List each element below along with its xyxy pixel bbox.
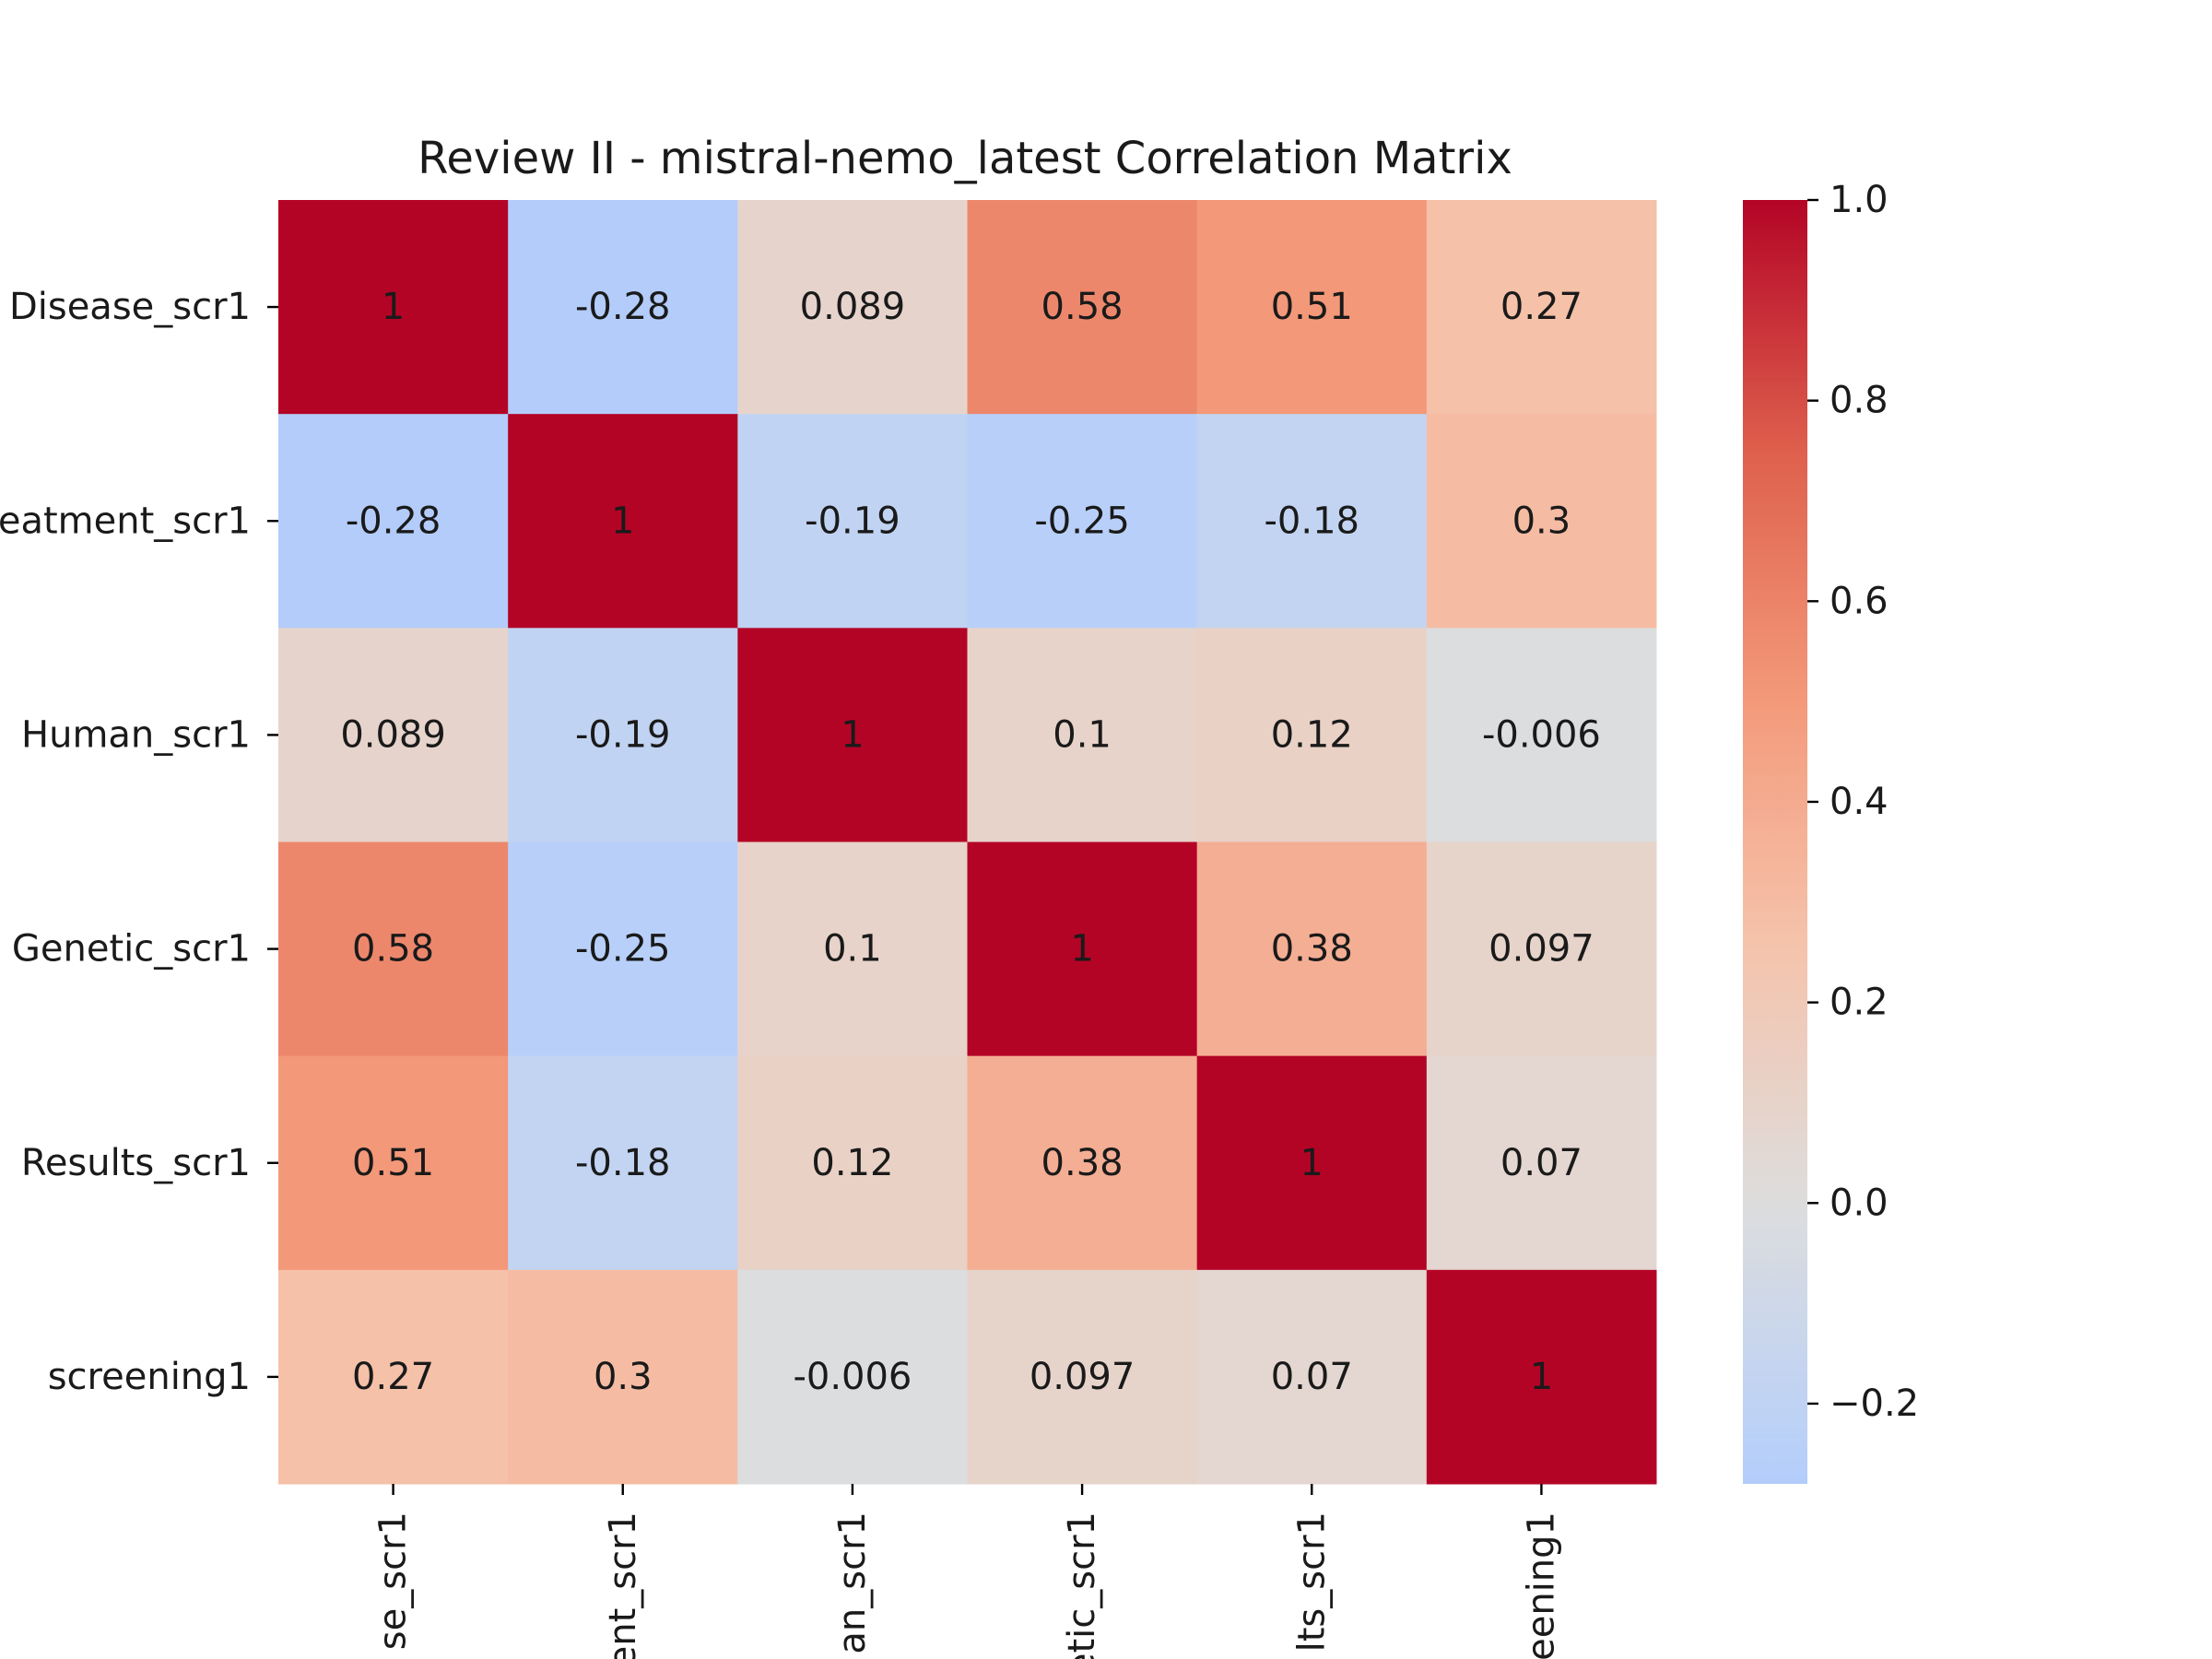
row-tick-label: screening1 [48,1356,251,1398]
heatmap-cell [967,1269,1198,1485]
heatmap-cell [737,1055,968,1271]
row-axis: Disease_scr1 eatment_scr1 Human_scr1 Geneti… [0,286,278,1398]
heatmap-cell [508,1055,738,1271]
heatmap-cell [508,200,738,415]
cell-value-label: 0.097 [1030,1356,1135,1398]
cell-value-label: 0.3 [594,1356,653,1398]
colorbar-tick-label: 0.4 [1830,781,1888,823]
row-tick-label: Results_scr1 [21,1142,251,1184]
cell-value-label: 1 [382,286,405,328]
cell-value-label: 0.38 [1271,928,1353,971]
column-tick-label: eening1 [1520,1512,1562,1659]
heatmap-cell [508,1269,738,1485]
heatmap-cell [737,414,968,629]
cell-value-label: 0.089 [800,286,906,328]
column-tick-label: etic_scr1 [1061,1512,1103,1659]
cell-value-label: -0.25 [575,928,671,971]
cell-value-label: -0.19 [575,713,671,756]
column-tick-label: an_scr1 [831,1512,874,1654]
cell-value-label: 0.27 [1500,286,1583,328]
cell-value-label: 0.58 [352,928,434,971]
colorbar-gradient [1743,200,1807,1484]
cell-value-label: 0.58 [1041,286,1124,328]
heatmap-cell [508,414,738,629]
colorbar-tick-label: 0.0 [1830,1182,1888,1224]
cell-value-label: 0.3 [1512,500,1571,542]
heatmap-cell [278,1269,509,1485]
heatmap-cell [1196,200,1428,415]
heatmap-cell [278,841,509,1057]
cell-value-label: 1 [611,500,634,542]
colorbar-tick-label: 0.8 [1830,380,1888,422]
cell-value-label: 0.27 [352,1356,434,1398]
heatmap-cell [967,841,1198,1057]
heatmap-cell [967,200,1198,415]
cell-value-label: 0.51 [1271,286,1353,328]
heatmap-cell [278,1055,509,1271]
cell-value-label: 0.07 [1271,1356,1353,1398]
heatmap-cell [737,200,968,415]
cell-value-label: -0.19 [805,500,900,542]
heatmap-cell [278,414,509,629]
cell-value-label: 0.12 [1271,713,1353,756]
cell-value-label: 0.097 [1488,928,1594,971]
cell-value-label: 0.12 [811,1142,893,1184]
heatmap-cell [1196,628,1428,842]
heatmap-cell [1196,1055,1428,1271]
heatmap-cells: 1 -0.28 0.089 0.58 0.51 0.27 -0.28 1 -0.19 -0.25 -… [278,200,1657,1485]
chart-title: Review II - mistral-nemo_latest Correlat… [418,133,1512,184]
cell-value-label: 0.1 [823,928,882,971]
cell-value-label: 0.1 [1053,713,1112,756]
heatmap-cell [1426,1055,1657,1271]
heatmap-cell [1426,628,1657,842]
heatmap-cell [1426,841,1657,1057]
cell-value-label: 1 [1530,1356,1553,1398]
row-tick-label: Human_scr1 [21,713,251,756]
colorbar-tick-label: −0.2 [1830,1382,1919,1425]
row-tick-label: eatment_scr1 [0,500,251,542]
heatmap-cell [508,628,738,842]
row-tick-label: Disease_scr1 [9,286,251,328]
heatmap-cell [967,1055,1198,1271]
cell-value-label: 0.07 [1500,1142,1583,1184]
cell-value-label: 0.38 [1041,1142,1124,1184]
heatmap-cell [967,414,1198,629]
column-tick-label: ent_scr1 [602,1512,644,1659]
column-tick-label: se_scr1 [372,1512,415,1650]
cell-value-label: 0.089 [340,713,446,756]
row-tick-label: Genetic_scr1 [12,928,251,971]
colorbar-tick-label: 0.2 [1830,982,1888,1024]
cell-value-label: -0.28 [575,286,671,328]
heatmap-cell [1426,1269,1657,1485]
colorbar-tick-label: 1.0 [1830,179,1888,221]
heatmap-cell [1426,414,1657,629]
cell-value-label: -0.25 [1034,500,1130,542]
cell-value-label: -0.006 [793,1356,912,1398]
heatmap-cell [737,1269,968,1485]
heatmap-cell [1196,1269,1428,1485]
column-axis: se_scr1 ent_scr1 an_scr1 etic_scr1 lts_scr1 e… [372,1484,1562,1659]
heatmap-cell [1426,200,1657,415]
heatmap-cell [508,841,738,1057]
cell-value-label: 0.51 [352,1142,434,1184]
cell-value-label: -0.18 [1265,500,1360,542]
colorbar-tick-label: 0.6 [1830,580,1888,622]
heatmap-cell [278,628,509,842]
cell-value-label: -0.18 [575,1142,671,1184]
cell-value-label: 1 [1300,1142,1324,1184]
column-tick-label: lts_scr1 [1290,1512,1333,1652]
heatmap-cell [737,628,968,842]
colorbar: 1.0 0.8 0.6 0.4 0.2 0.0 −0.2 [1743,179,1919,1484]
cell-value-label: 1 [841,713,864,756]
heatmap-cell [1196,841,1428,1057]
heatmap-cell [1196,414,1428,629]
heatmap-cell [737,841,968,1057]
heatmap-cell [967,628,1198,842]
cell-value-label: -0.006 [1482,713,1601,756]
cell-value-label: -0.28 [346,500,441,542]
heatmap-cell [278,200,509,415]
cell-value-label: 1 [1070,928,1093,971]
